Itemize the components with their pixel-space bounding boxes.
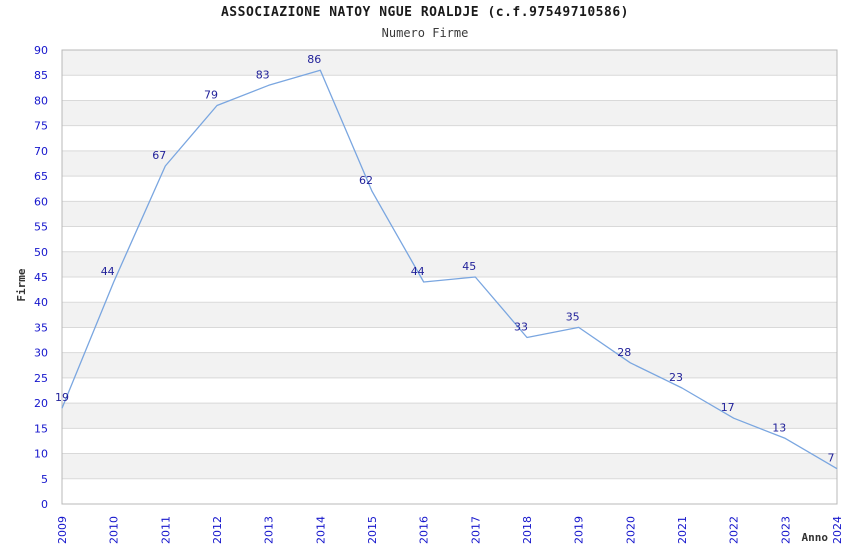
y-tick-label: 90 — [34, 44, 48, 57]
y-tick-label: 80 — [34, 94, 48, 107]
y-tick-label: 65 — [34, 170, 48, 183]
chart-subtitle: Numero Firme — [381, 26, 469, 40]
x-tick-label: 2014 — [314, 516, 327, 544]
data-label: 79 — [204, 89, 218, 102]
x-tick-label: 2018 — [521, 516, 534, 544]
x-tick-label: 2016 — [418, 516, 431, 544]
y-tick-label: 20 — [34, 397, 48, 410]
x-tick-label: 2023 — [779, 516, 792, 544]
data-label: 17 — [721, 401, 735, 414]
x-tick-label: 2011 — [159, 516, 172, 544]
data-label: 23 — [669, 371, 683, 384]
data-label: 62 — [359, 174, 373, 187]
plot-band — [62, 100, 837, 126]
y-tick-label: 0 — [41, 498, 48, 511]
y-tick-label: 45 — [34, 271, 48, 284]
plot-frame — [61, 49, 838, 505]
plot-band — [62, 150, 837, 177]
y-tick-label: 5 — [41, 473, 48, 486]
data-label: 7 — [828, 452, 835, 465]
y-tick-label: 50 — [34, 246, 48, 259]
y-tick-label: 85 — [34, 69, 48, 82]
plot-band — [62, 352, 837, 378]
plot-band — [62, 453, 837, 479]
y-tick-label: 70 — [34, 145, 48, 158]
y-tick-label: 75 — [34, 120, 48, 133]
y-tick-label: 25 — [34, 372, 48, 385]
data-label: 86 — [307, 53, 321, 66]
data-label: 45 — [462, 260, 476, 273]
data-label: 33 — [514, 321, 528, 334]
data-label: 44 — [411, 265, 425, 278]
y-tick-label: 10 — [34, 448, 48, 461]
data-label: 35 — [566, 310, 580, 323]
y-tick-label: 60 — [34, 195, 48, 208]
data-label: 13 — [772, 421, 786, 434]
plot-band — [62, 403, 837, 429]
x-tick-label: 2013 — [263, 516, 276, 544]
plot-band — [62, 251, 837, 277]
x-tick-label: 2015 — [366, 516, 379, 544]
data-label: 67 — [152, 149, 166, 162]
data-label: 44 — [101, 265, 115, 278]
plot-band — [62, 302, 837, 328]
y-tick-label: 15 — [34, 422, 48, 435]
data-line — [61, 69, 838, 470]
y-tick-label: 55 — [34, 221, 48, 234]
data-label: 83 — [256, 68, 270, 81]
plot-band — [62, 201, 837, 227]
y-tick-label: 40 — [34, 296, 48, 309]
x-tick-label: 2021 — [676, 516, 689, 544]
x-tick-label: 2010 — [108, 516, 121, 544]
data-label: 19 — [55, 391, 69, 404]
x-tick-label: 2024 — [831, 516, 844, 544]
y-tick-label: 35 — [34, 321, 48, 334]
y-tick-label: 30 — [34, 347, 48, 360]
x-axis-title: Anno — [802, 531, 829, 544]
x-tick-label: 2020 — [624, 516, 637, 544]
plot-band — [62, 50, 837, 76]
x-tick-label: 2009 — [56, 516, 69, 544]
chart-title: ASSOCIAZIONE NATOY NGUE ROALDJE (c.f.975… — [220, 5, 629, 20]
y-axis-title: Firme — [15, 268, 28, 301]
x-tick-label: 2017 — [469, 516, 482, 544]
x-tick-label: 2022 — [728, 516, 741, 544]
x-tick-label: 2012 — [211, 516, 224, 544]
x-tick-label: 2019 — [573, 516, 586, 544]
data-label: 28 — [617, 346, 631, 359]
